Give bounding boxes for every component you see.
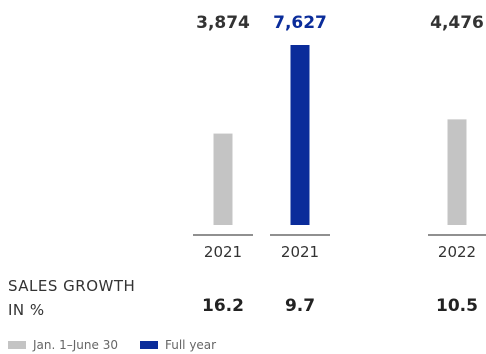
sales-growth-title-line2: IN % (8, 301, 45, 319)
legend-item-h1: Jan. 1–June 30 (8, 338, 118, 352)
legend-swatch-h1 (8, 341, 26, 349)
bar-2 (447, 119, 467, 225)
category-label-0: 2021 (204, 243, 242, 261)
value-label-2: 4,476 (430, 13, 484, 33)
legend-swatch-full-year (139, 341, 158, 349)
sales-growth-title: SALES GROWTH IN % (8, 274, 135, 322)
growth-value-2022-h1: 10.5 (436, 296, 478, 316)
legend-item-full-year: Full year (139, 338, 217, 352)
category-label-1: 2021 (281, 243, 319, 261)
bar-1 (290, 45, 310, 225)
value-label-1: 7,627 (273, 13, 327, 33)
bar-0 (213, 133, 233, 225)
growth-value-2021-full: 9.7 (284, 296, 316, 316)
legend-label-h1: Jan. 1–June 30 (33, 338, 118, 352)
value-label-0: 3,874 (196, 13, 250, 33)
legend-label-full-year: Full year (164, 338, 217, 352)
growth-value-2021-h1: 16.2 (202, 296, 244, 316)
chart-legend: Jan. 1–June 30 Full year (8, 338, 238, 352)
category-label-2: 2022 (438, 243, 476, 261)
sales-growth-title-line1: SALES GROWTH (8, 277, 136, 295)
